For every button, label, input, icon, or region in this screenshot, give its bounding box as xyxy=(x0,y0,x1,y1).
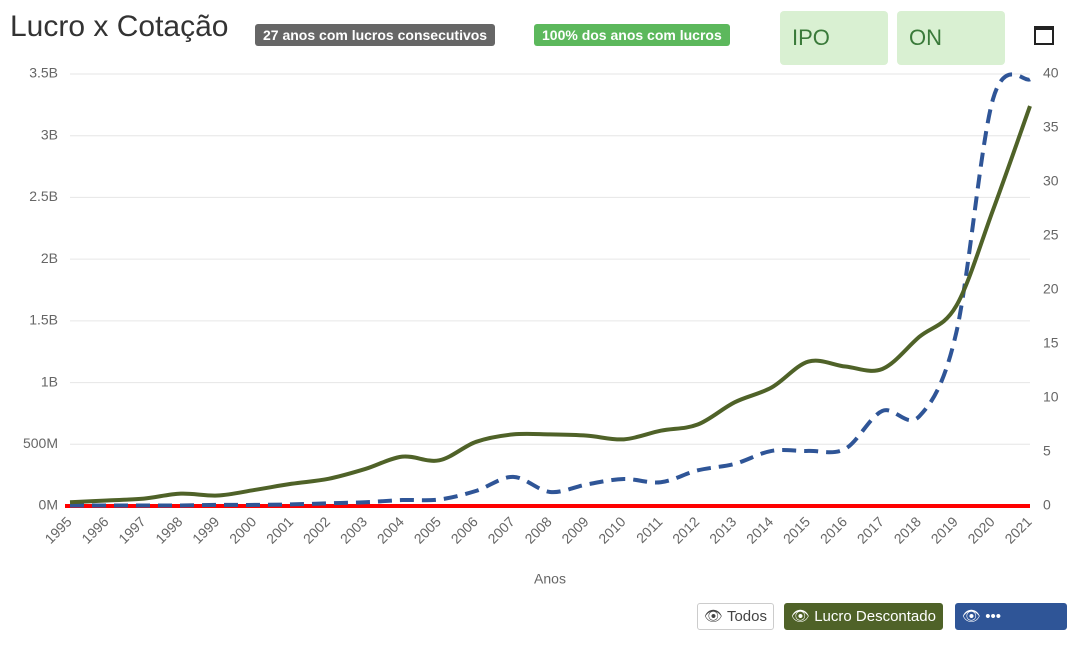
badge: 27 anos com lucros consecutivos xyxy=(255,24,496,46)
x-tick-label: 2002 xyxy=(300,513,333,546)
x-axis-label: Anos xyxy=(534,571,566,587)
y-tick-label: 2B xyxy=(41,250,58,266)
page: Lucro x Cotação 27 anos com lucros conse… xyxy=(10,10,1067,650)
x-tick-label: 2017 xyxy=(854,513,887,546)
y-tick-label: 500M xyxy=(23,435,58,451)
x-tick-label: 2003 xyxy=(337,513,370,546)
y-tick-label: 1B xyxy=(41,373,58,389)
series-line xyxy=(70,72,1031,508)
y2-tick-label: 10 xyxy=(1043,389,1059,405)
legend-label: Todos xyxy=(726,608,767,625)
y2-tick-label: 15 xyxy=(1043,335,1059,351)
x-tick-label: 2019 xyxy=(928,513,961,546)
x-tick-label: 2011 xyxy=(633,513,666,546)
legend-label: Cotação xyxy=(962,633,1018,650)
y2-tick-label: 20 xyxy=(1043,281,1059,297)
y-tick-label: 3B xyxy=(41,126,58,142)
y-tick-label: 1.5B xyxy=(29,312,58,328)
x-tick-label: 1998 xyxy=(152,513,185,546)
on-button[interactable]: ON xyxy=(897,11,1005,65)
x-tick-label: 2021 xyxy=(1001,513,1034,546)
x-tick-label: 2001 xyxy=(263,513,296,546)
x-tick-label: 1996 xyxy=(78,513,111,546)
x-tick-label: 2004 xyxy=(374,513,407,546)
y-tick-label: 3.5B xyxy=(29,65,58,81)
x-tick-label: 2007 xyxy=(484,513,517,546)
x-tick-label: 2000 xyxy=(226,513,259,546)
legend-label: Lucro Descontado xyxy=(814,608,936,625)
x-tick-label: 2005 xyxy=(411,513,444,546)
y2-tick-label: 25 xyxy=(1043,227,1059,243)
badge: 100% dos anos com lucros xyxy=(534,24,730,46)
x-tick-label: 2013 xyxy=(706,513,739,546)
x-tick-label: 2008 xyxy=(521,513,554,546)
y-tick-label: 2.5B xyxy=(29,188,58,204)
y2-tick-label: 0 xyxy=(1043,497,1051,513)
legend-item[interactable]: 👁 Lucro Descontado xyxy=(784,603,943,630)
legend-item[interactable]: 👁 ••• Cotação xyxy=(955,603,1067,650)
y2-tick-label: 40 xyxy=(1043,65,1059,81)
x-tick-label: 2009 xyxy=(558,513,591,546)
x-tick-label: 2010 xyxy=(595,513,628,546)
ipo-button[interactable]: IPO xyxy=(780,11,888,65)
x-tick-label: 2016 xyxy=(817,513,850,546)
x-tick-label: 2006 xyxy=(448,513,481,546)
x-tick-label: 1995 xyxy=(41,513,74,546)
y2-tick-label: 35 xyxy=(1043,119,1059,135)
x-tick-label: 2020 xyxy=(964,513,997,546)
legend-all[interactable]: 👁 Todos xyxy=(697,603,774,630)
x-tick-label: 1999 xyxy=(189,513,222,546)
y2-tick-label: 30 xyxy=(1043,173,1059,189)
y2-tick-label: 5 xyxy=(1043,443,1051,459)
x-tick-label: 2014 xyxy=(743,513,776,546)
x-tick-label: 2015 xyxy=(780,513,813,546)
chart: 0M 500M 1B 1.5B 2B 2.5B 3B 3.5B 0 5 10 15 20 25 30 35 40… xyxy=(23,65,1059,587)
series-line xyxy=(69,105,1032,505)
x-tick-label: 1997 xyxy=(115,513,148,546)
chart-title: Lucro x Cotação xyxy=(10,10,229,43)
x-tick-label: 2012 xyxy=(669,513,702,546)
window-icon[interactable] xyxy=(1034,26,1054,45)
x-tick-label: 2018 xyxy=(891,513,924,546)
y-tick-label: 0M xyxy=(39,497,58,513)
